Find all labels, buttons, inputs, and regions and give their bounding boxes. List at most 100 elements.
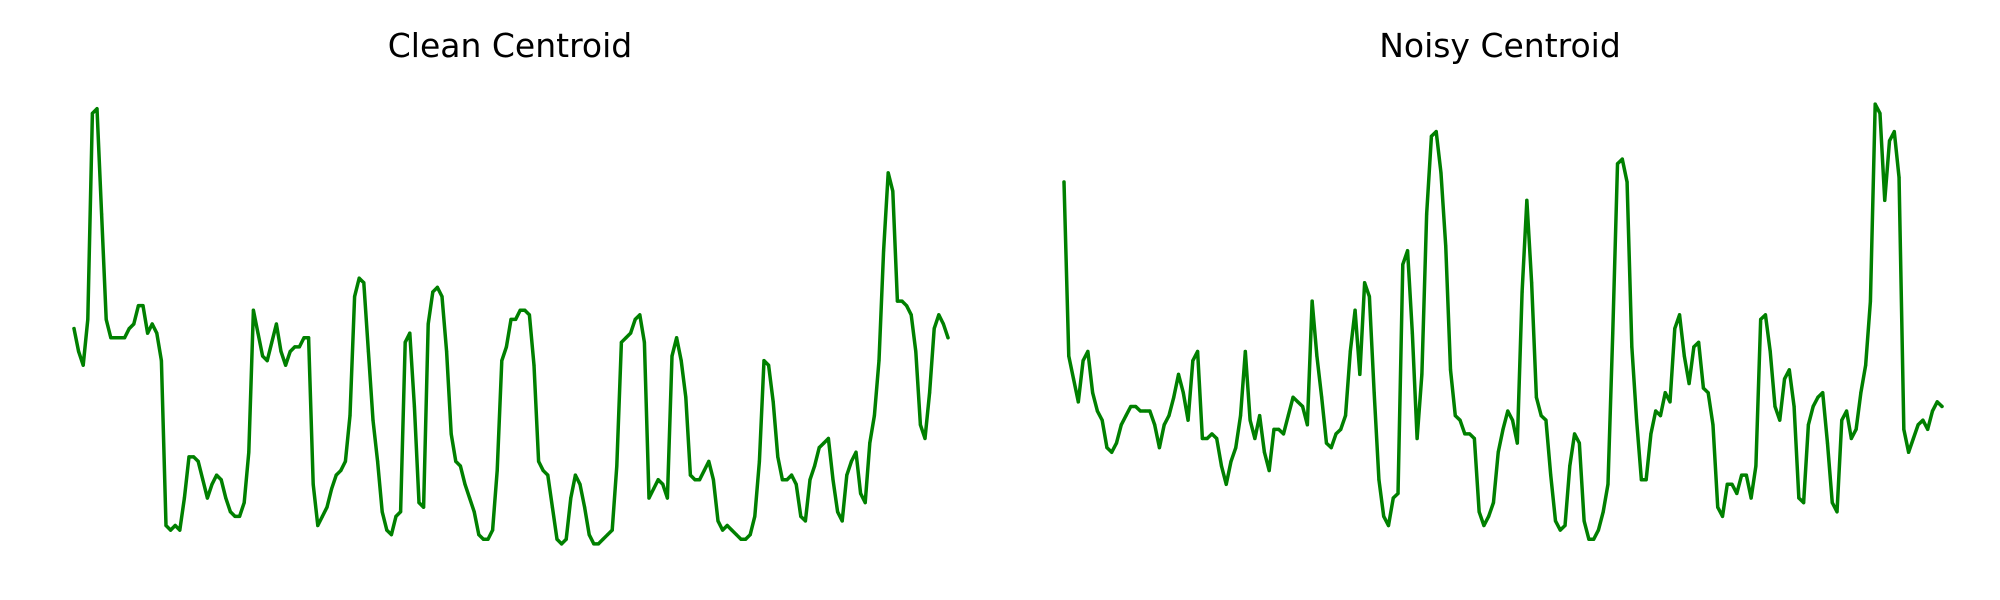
clean-centroid-point <box>95 107 99 111</box>
noisy-centroid-point <box>1892 130 1896 134</box>
noisy-centroid-point <box>1687 381 1691 386</box>
noisy-centroid-point <box>1405 249 1410 253</box>
noisy-centroid-point <box>1754 464 1758 468</box>
clean-centroid-point <box>831 478 835 482</box>
clean-centroid-point <box>136 304 140 308</box>
clean-centroid-point <box>210 482 214 486</box>
clean-centroid-point <box>744 537 748 541</box>
noisy-centroid-point <box>1592 537 1596 541</box>
clean-centroid-point <box>320 514 324 518</box>
clean-centroid-point <box>146 331 150 335</box>
clean-centroid-point <box>104 317 108 322</box>
clean-centroid-point <box>941 322 946 326</box>
noisy-centroid-point <box>1334 432 1338 436</box>
clean-centroid-point <box>348 414 352 418</box>
clean-centroid-point <box>868 441 872 445</box>
clean-centroid-point <box>840 519 844 523</box>
clean-centroid-point <box>592 542 596 546</box>
clean-centroid-point <box>541 468 545 473</box>
clean-centroid-point <box>606 533 610 537</box>
noisy-centroid-point <box>1711 423 1715 427</box>
noisy-centroid-point <box>1167 414 1171 418</box>
noisy-centroid-point <box>1654 409 1658 413</box>
clean-centroid-point <box>251 308 255 312</box>
noisy-centroid-point <box>1811 404 1815 409</box>
clean-centroid-point <box>196 459 200 463</box>
noisy-centroid-point <box>1821 391 1825 395</box>
noisy-centroid-point <box>1539 414 1543 418</box>
clean-centroid-point <box>238 514 242 518</box>
noisy-centroid-point <box>1439 171 1443 175</box>
clean-centroid-point <box>435 285 439 289</box>
clean-centroid-point <box>863 501 867 505</box>
clean-centroid-point <box>127 326 131 331</box>
noisy-centroid-point <box>1262 450 1267 454</box>
noisy-centroid-point <box>1701 386 1706 390</box>
noisy-centroid-point <box>1940 404 1944 409</box>
clean-centroid-point <box>918 423 923 427</box>
clean-centroid-point <box>647 496 651 500</box>
noisy-centroid-point <box>1410 331 1414 335</box>
clean-centroid-point <box>514 317 518 322</box>
clean-centroid-point <box>339 468 343 473</box>
noisy-centroid-point <box>1663 391 1667 395</box>
noisy-centroid-point <box>1320 395 1324 399</box>
noisy-centroid-point <box>1930 409 1935 413</box>
clean-centroid-point <box>762 359 766 363</box>
noisy-centroid-point <box>1916 423 1920 427</box>
noisy-centroid-point <box>1615 162 1620 166</box>
clean-centroid-point <box>500 359 504 363</box>
clean-centroid-point <box>228 510 232 514</box>
noisy-centroid-point <box>1468 432 1472 436</box>
clean-centroid-point <box>638 313 642 317</box>
noisy-centroid-point <box>1883 198 1887 202</box>
noisy-centroid-point <box>1530 281 1534 285</box>
clean-centroid-point <box>187 455 191 459</box>
noisy-centroid-point <box>1692 345 1696 349</box>
noisy-centroid-point <box>1549 473 1553 477</box>
clean-centroid-point <box>302 336 306 340</box>
clean-centroid-point <box>311 482 315 486</box>
clean-centroid-point <box>454 459 458 463</box>
clean-centroid-point <box>256 331 260 335</box>
noisy-centroid-point <box>1124 414 1128 418</box>
clean-centroid-title: Clean Centroid <box>388 26 633 65</box>
noisy-centroid-point <box>1830 501 1834 505</box>
noisy-centroid-point <box>1677 313 1682 317</box>
clean-centroid-point <box>297 345 301 349</box>
clean-centroid-point <box>785 478 789 482</box>
clean-centroid-point <box>937 313 941 317</box>
noisy-centroid-point <box>1248 418 1252 422</box>
noisy-centroid-point <box>1243 349 1247 354</box>
noisy-centroid-point <box>1658 414 1663 418</box>
noisy-centroid-point <box>1081 359 1085 363</box>
clean-centroid-point <box>665 496 670 500</box>
clean-centroid-point <box>357 276 361 280</box>
clean-centroid-point <box>794 482 798 486</box>
noisy-centroid-point <box>1630 345 1634 349</box>
clean-centroid-point <box>334 473 338 477</box>
noisy-centroid-point <box>1210 432 1214 436</box>
noisy-centroid-point <box>1697 340 1701 344</box>
clean-centroid-point <box>164 523 168 528</box>
noisy-centroid-point <box>1802 501 1806 505</box>
noisy-centroid-point <box>1339 427 1343 431</box>
noisy-centroid-point <box>1572 432 1577 436</box>
clean-centroid-point <box>366 349 370 354</box>
noisy-centroid-point <box>1377 478 1381 482</box>
clean-centroid-point <box>790 473 794 477</box>
clean-centroid-point <box>325 505 329 509</box>
noisy-centroid-point <box>1091 391 1095 395</box>
clean-centroid-point <box>670 354 674 358</box>
noisy-centroid-point <box>1706 391 1710 395</box>
noisy-centroid-point <box>1558 528 1562 532</box>
clean-centroid-point <box>882 249 886 253</box>
noisy-centroid-point <box>1491 501 1496 505</box>
clean-centroid-point <box>711 478 716 482</box>
clean-centroid-point <box>688 473 693 477</box>
clean-centroid-point <box>132 322 136 326</box>
clean-centroid-point <box>629 331 633 335</box>
clean-centroid-point <box>224 496 228 500</box>
noisy-centroid-point <box>1205 436 1209 441</box>
